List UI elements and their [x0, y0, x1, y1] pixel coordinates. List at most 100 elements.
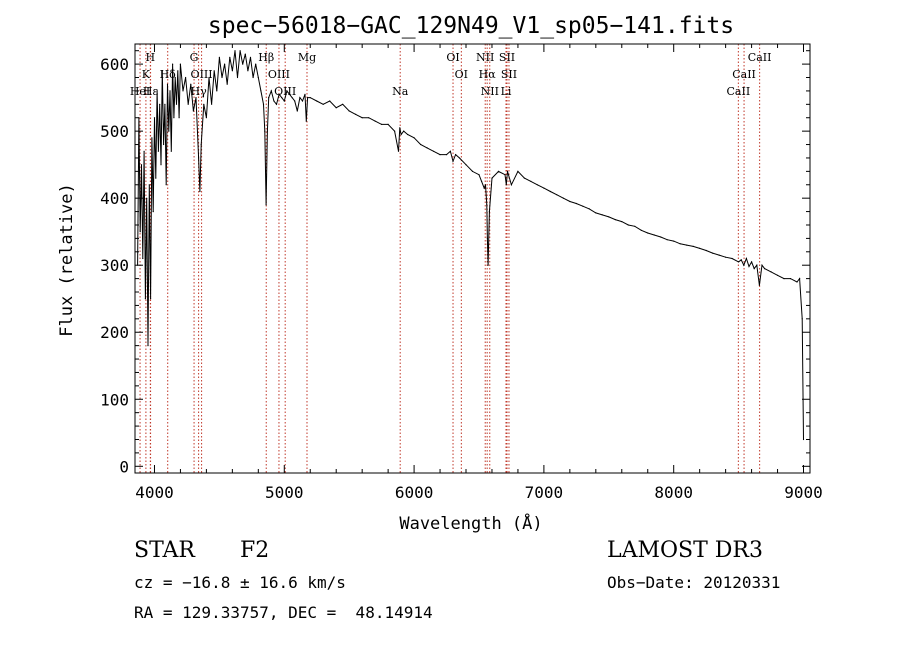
spectrum-data-point [731, 257, 733, 260]
spectrum-data-point [304, 93, 306, 95]
spectrum-data-point [481, 180, 483, 182]
spectrum-data-point [216, 90, 218, 92]
spectrum-data-point [487, 264, 489, 266]
spectrum-data-point [491, 177, 493, 179]
spectrum-data-point [505, 184, 507, 186]
spectrum-data-point [705, 249, 707, 252]
y-axis-label: Flux (relative) [57, 183, 77, 337]
y-tick-label: 200 [100, 323, 129, 342]
spectrum-data-point [296, 110, 298, 112]
spectrum-data-point [776, 274, 779, 276]
spectrum-data-point [257, 76, 259, 79]
spectrum-data-point [471, 170, 474, 172]
spectrum-data-point [738, 261, 740, 263]
x-tick-label: 4000 [135, 483, 174, 502]
spectrum-data-point [299, 97, 301, 99]
spectral-line-label: OI [455, 68, 468, 81]
spectrum-data-point [335, 107, 337, 109]
spectrum-data-point [761, 264, 763, 266]
spectrum-data-point [322, 103, 324, 105]
spectrum-data-point [536, 184, 539, 186]
object-class: STAR [134, 538, 195, 563]
spectrum-data-point [506, 170, 509, 172]
spectral-line-label: CaII [748, 51, 772, 64]
coordinates-readout: RA = 129.33757, DEC = 48.14914 [134, 603, 433, 622]
spectrum-data-point [144, 298, 146, 300]
spectrum-data-point [433, 150, 435, 152]
spectrum-data-point [588, 208, 590, 210]
spectrum-data-point [255, 63, 257, 65]
spectrum-data-point [497, 170, 500, 172]
spectrum-data-point [281, 97, 283, 99]
spectral-line-label: G [190, 51, 199, 64]
spectrum-data-point [387, 123, 389, 125]
spectrum-data-point [799, 278, 801, 280]
spectrum-data-point [150, 298, 152, 300]
spectrum-data-point [692, 245, 694, 247]
spectrum-data-point [229, 56, 231, 59]
spectrum-data-point [458, 157, 461, 159]
spectrum-data-point [242, 63, 244, 65]
spectrum-data-point [159, 103, 161, 105]
spectrum-data-point [190, 83, 192, 85]
spectrum-data-point [148, 184, 150, 186]
spectrum-data-point [179, 63, 181, 65]
spectrum-data-point [203, 103, 205, 105]
spectrum-data-point [199, 190, 201, 193]
x-tick-label: 7000 [525, 483, 564, 502]
spectrum-data-point [748, 265, 750, 268]
y-tick-label: 300 [100, 256, 129, 275]
spectrum-data-point [368, 117, 370, 119]
spectrum-data-point [236, 76, 239, 79]
spectrum-data-point [205, 117, 207, 119]
y-tick-label: 100 [100, 390, 129, 409]
y-tick-label: 0 [119, 457, 129, 476]
spectrum-data-point [634, 225, 636, 227]
spectrum-data-point [273, 100, 275, 102]
x-tick-label: 6000 [395, 483, 434, 502]
spectrum-data-point [562, 197, 565, 199]
spectrum-data-point [488, 211, 490, 213]
spectral-line-label: Hγ [191, 85, 208, 98]
spectrum-data-point [439, 154, 441, 156]
spectrum-data-point [673, 240, 675, 242]
spectrum-data-point [517, 170, 519, 172]
spectrum-data-point [152, 211, 154, 213]
spectrum-data-point [361, 117, 363, 119]
spectrum-data-point [142, 257, 144, 260]
spectrum-data-point [260, 90, 262, 92]
spectrum-data-point [342, 103, 344, 105]
spectrum-data-point [268, 97, 270, 99]
spectrum-data-point [161, 70, 163, 72]
spectrum-data-point [329, 100, 331, 102]
spectrum-data-point [294, 100, 296, 102]
spectrum-data-point [286, 90, 288, 92]
spectrum-data-point [147, 345, 149, 347]
spectrum-data-point [614, 219, 616, 221]
spectrum-data-point [725, 256, 727, 258]
x-tick-label: 9000 [784, 483, 823, 502]
spectrum-data-point [653, 234, 655, 236]
spectrum-data-point [679, 243, 681, 245]
spectral-line-label: OI [446, 51, 459, 64]
series-group [137, 50, 805, 441]
spectrum-data-point [621, 221, 623, 223]
spectrum-data-point [601, 214, 603, 216]
spectral-line-label: Na [392, 85, 409, 98]
spectrum-data-point [177, 70, 179, 72]
spectral-line-label: Hε [143, 85, 159, 98]
spectrum-data-point [400, 133, 402, 136]
spectrum-data-point [686, 244, 688, 246]
spectral-line-label: SII [499, 51, 515, 64]
spectrum-data-point [283, 100, 285, 102]
spectrum-data-point [718, 254, 720, 256]
spectrum-data-point [764, 268, 766, 270]
spectrum-data-point [486, 204, 488, 206]
spectrum-data-point [504, 174, 506, 176]
spectrum-data-point [151, 137, 153, 139]
spectrum-data-point [291, 97, 293, 99]
spectrum-data-point [445, 154, 448, 156]
spectrum-data-point [140, 164, 143, 166]
spectrum-data-point [234, 50, 236, 52]
